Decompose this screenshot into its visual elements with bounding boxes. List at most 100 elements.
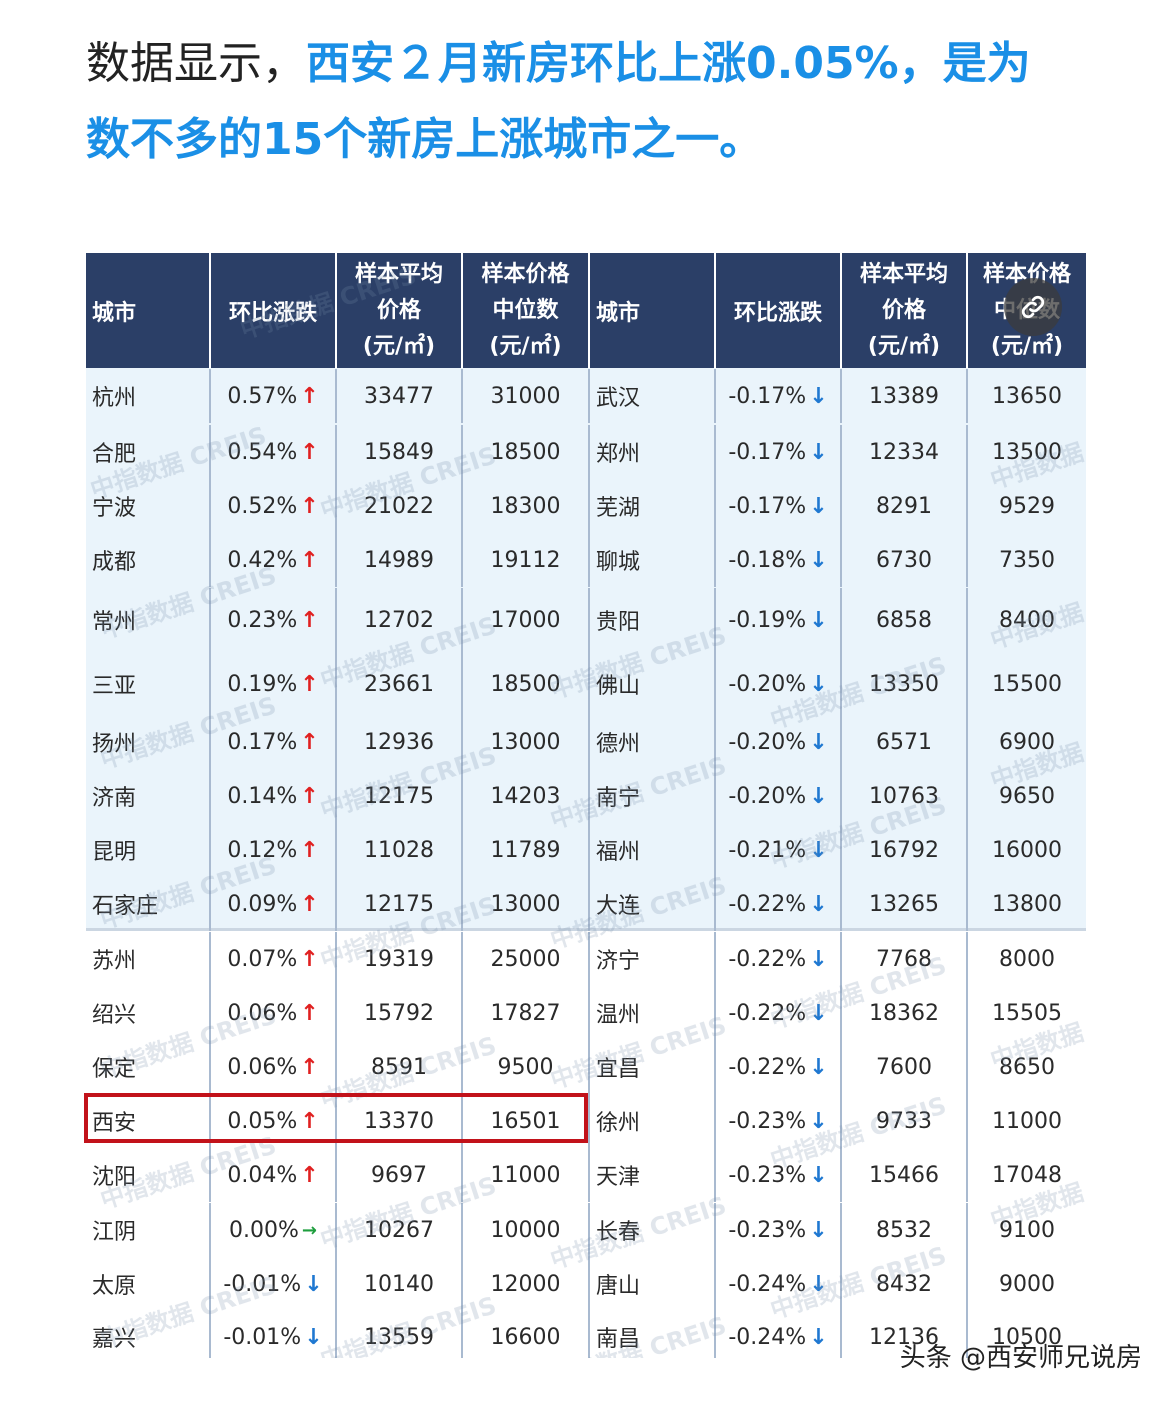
- cell-change: 0.54% ↑: [211, 425, 337, 479]
- table-row: 扬州 0.17% ↑ 12936 13000 德州 -0.20% ↓ 6571 6900: [86, 715, 1086, 769]
- cell-city: 合肥: [86, 425, 211, 479]
- cell-avg-price-text: 13559: [364, 1324, 434, 1350]
- cell-city-text: 芜湖: [596, 496, 641, 521]
- cell-city: 江阴: [86, 1203, 211, 1257]
- cell-city-text: 济南: [92, 786, 137, 811]
- table-row: 济南 0.14% ↑ 12175 14203 南宁 -0.20% ↓ 10763 9650: [86, 769, 1086, 823]
- cell-change: 0.04% ↑: [211, 1148, 337, 1202]
- arrow-up-icon: ↑: [300, 783, 319, 809]
- link-button[interactable]: [1004, 278, 1062, 336]
- cell-city-text: 温州: [596, 1003, 641, 1028]
- header-change-right: 环比涨跌: [716, 253, 842, 368]
- arrow-up-icon: ↑: [300, 1162, 319, 1188]
- cell-change: -0.24% ↓: [716, 1310, 842, 1358]
- cell-city: 宁波: [86, 479, 211, 533]
- table-row: 三亚 0.19% ↑ 23661 18500 佛山 -0.20% ↓ 13350 15500: [86, 652, 1086, 716]
- cell-median-price: 15505: [968, 986, 1086, 1040]
- cell-change: 0.23% ↑: [211, 588, 337, 652]
- table-row: 西安 0.05% ↑ 13370 16501 徐州 -0.23% ↓ 9733 11000: [86, 1094, 1086, 1148]
- cell-city: 嘉兴: [86, 1310, 211, 1358]
- cell-change: -0.20% ↓: [716, 769, 842, 823]
- arrow-down-icon: ↓: [809, 783, 828, 809]
- cell-city-text: 宜昌: [596, 1057, 641, 1082]
- arrow-up-icon: ↑: [300, 729, 319, 755]
- cell-median-price-text: 11789: [490, 837, 561, 863]
- cell-avg-price-text: 15792: [364, 1000, 434, 1026]
- cell-city: 徐州: [590, 1094, 716, 1148]
- cell-city: 石家庄: [86, 877, 211, 931]
- cell-city-text: 三亚: [92, 674, 137, 699]
- cell-avg-price: 6858: [842, 588, 968, 652]
- cell-median-price-text: 11000: [490, 1162, 561, 1188]
- cell-median-price: 17000: [463, 588, 590, 652]
- cell-change-text: -0.20%: [728, 671, 807, 697]
- cell-avg-price: 8291: [842, 479, 968, 533]
- cell-median-price: 10500: [968, 1310, 1086, 1358]
- cell-change-text: -0.17%: [728, 383, 807, 409]
- cell-avg-price-text: 15849: [364, 439, 434, 465]
- cell-avg-price-text: 9733: [876, 1108, 932, 1134]
- cell-change-text: -0.20%: [728, 783, 807, 809]
- arrow-down-icon: ↓: [809, 1000, 828, 1026]
- cell-change-text: -0.19%: [728, 607, 807, 633]
- cell-avg-price-text: 7768: [876, 946, 932, 972]
- cell-avg-price: 18362: [842, 986, 968, 1040]
- cell-median-price-text: 9100: [999, 1217, 1055, 1243]
- arrow-up-icon: ↑: [300, 607, 319, 633]
- cell-change-text: -0.22%: [728, 1000, 807, 1026]
- cell-avg-price: 9697: [337, 1148, 463, 1202]
- cell-city: 武汉: [590, 369, 716, 423]
- arrow-up-icon: ↑: [300, 671, 319, 697]
- cell-city: 西安: [86, 1094, 211, 1148]
- cell-change-text: -0.23%: [728, 1217, 807, 1243]
- arrow-up-icon: ↑: [300, 439, 319, 465]
- cell-avg-price-text: 19319: [364, 946, 434, 972]
- cell-avg-price: 21022: [337, 479, 463, 533]
- cell-city-text: 太原: [92, 1274, 137, 1299]
- header-city-right: 城市: [590, 253, 716, 368]
- cell-change: 0.17% ↑: [211, 715, 337, 769]
- cell-change: -0.18% ↓: [716, 533, 842, 587]
- cell-median-price: 17827: [463, 986, 590, 1040]
- cell-city: 南宁: [590, 769, 716, 823]
- cell-median-price-text: 8000: [999, 946, 1055, 972]
- cell-city: 苏州: [86, 932, 211, 986]
- table-tint-band: [86, 368, 1086, 928]
- cell-city: 杭州: [86, 369, 211, 423]
- cell-median-price-text: 13000: [490, 891, 561, 917]
- cell-median-price-text: 7350: [999, 547, 1055, 573]
- cell-median-price-text: 13650: [992, 383, 1062, 409]
- source-credit: 头条 @西安师兄说房: [899, 1343, 1142, 1373]
- cell-avg-price-text: 13389: [869, 383, 939, 409]
- cell-median-price: 11000: [463, 1148, 590, 1202]
- cell-change: 0.05% ↑: [211, 1094, 337, 1148]
- cell-median-price: 12000: [463, 1257, 590, 1311]
- cell-median-price-text: 16501: [490, 1108, 561, 1134]
- cell-avg-price: 10763: [842, 769, 968, 823]
- table-row: 江阴 0.00% → 10267 10000 长春 -0.23% ↓ 8532 9100: [86, 1203, 1086, 1257]
- cell-change: -0.21% ↓: [716, 823, 842, 877]
- arrow-down-icon: ↓: [809, 1217, 828, 1243]
- table-row: 太原 -0.01% ↓ 10140 12000 唐山 -0.24% ↓ 8432 9000: [86, 1257, 1086, 1311]
- intro-prefix: 数据显示，: [86, 38, 306, 89]
- cell-avg-price: 8432: [842, 1257, 968, 1311]
- cell-change-text: -0.01%: [223, 1271, 302, 1297]
- cell-change: -0.22% ↓: [716, 932, 842, 986]
- cell-avg-price-text: 10763: [869, 783, 939, 809]
- cell-city: 芜湖: [590, 479, 716, 533]
- cell-avg-price-text: 10267: [364, 1217, 434, 1243]
- cell-avg-price-text: 10140: [364, 1271, 434, 1297]
- arrow-up-icon: ↑: [300, 493, 319, 519]
- cell-change-text: -0.18%: [728, 547, 807, 573]
- table-row: 保定 0.06% ↑ 8591 9500 宜昌 -0.22% ↓ 7600 8650: [86, 1040, 1086, 1094]
- cell-city-text: 沈阳: [92, 1165, 137, 1190]
- cell-change: 0.06% ↑: [211, 986, 337, 1040]
- table-header: 城市 环比涨跌 样本平均 价格 (元/㎡) 样本价格 中位数 (元/㎡) 城市 环比涨跌…: [86, 253, 1086, 368]
- cell-change: -0.20% ↓: [716, 652, 842, 716]
- cell-change: 0.00% →: [211, 1203, 337, 1257]
- cell-median-price-text: 14203: [490, 783, 561, 809]
- cell-avg-price-text: 12334: [869, 439, 939, 465]
- table-row: 成都 0.42% ↑ 14989 19112 聊城 -0.18% ↓ 6730 7350: [86, 533, 1086, 587]
- cell-city: 南昌: [590, 1310, 716, 1358]
- cell-median-price: 31000: [463, 369, 590, 423]
